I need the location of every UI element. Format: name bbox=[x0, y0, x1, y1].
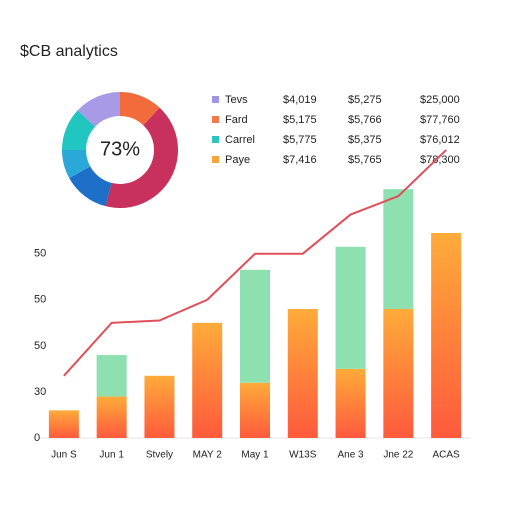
bar bbox=[431, 232, 462, 438]
table-cell: Tevs bbox=[225, 94, 248, 106]
legend-swatch bbox=[212, 156, 219, 163]
table-cell: $5,775 bbox=[283, 134, 317, 146]
x-tick-label: W13S bbox=[289, 450, 317, 461]
legend-swatch bbox=[212, 96, 219, 103]
bar bbox=[335, 368, 366, 438]
bar bbox=[287, 308, 318, 438]
table-cell: Paye bbox=[225, 154, 250, 166]
table-cell: $25,000 bbox=[420, 94, 460, 106]
bar bbox=[383, 189, 414, 309]
donut-segment bbox=[120, 92, 160, 126]
table-cell: $78,300 bbox=[420, 154, 460, 166]
y-tick-label: 0 bbox=[34, 432, 40, 444]
donut-segment bbox=[77, 92, 120, 127]
bar bbox=[240, 382, 270, 438]
x-tick-label: Jun 1 bbox=[99, 450, 124, 461]
bar bbox=[240, 269, 270, 383]
x-tick-label: MAY 2 bbox=[193, 450, 223, 461]
bar bbox=[48, 410, 79, 438]
title: $CB analytics bbox=[20, 43, 118, 60]
donut-segment bbox=[62, 110, 96, 150]
bar bbox=[192, 322, 223, 438]
table-cell: Fard bbox=[225, 114, 248, 126]
x-tick-label: Jun S bbox=[51, 450, 77, 461]
table-cell: Carrel bbox=[225, 134, 255, 146]
x-tick-label: Stvely bbox=[146, 450, 173, 461]
x-tick-label: May 1 bbox=[241, 450, 269, 461]
bar bbox=[335, 246, 366, 369]
table-cell: $5,765 bbox=[348, 154, 382, 166]
table-cell: $7,416 bbox=[283, 154, 317, 166]
x-tick-label: Jne 22 bbox=[383, 450, 413, 461]
table-cell: $5,766 bbox=[348, 114, 382, 126]
table-cell: $5,175 bbox=[283, 114, 317, 126]
x-tick-label: ACAS bbox=[432, 450, 460, 461]
legend-swatch bbox=[212, 116, 219, 123]
bar bbox=[96, 355, 127, 397]
x-tick-label: Ane 3 bbox=[337, 450, 364, 461]
bar bbox=[383, 308, 414, 438]
bar bbox=[144, 375, 175, 438]
donut-segment bbox=[105, 107, 178, 208]
table-cell: $76,012 bbox=[420, 134, 460, 146]
line bbox=[63, 149, 447, 377]
table-cell: $77,760 bbox=[420, 114, 460, 126]
table-cell: $4,019 bbox=[283, 94, 317, 106]
legend-swatch bbox=[212, 136, 219, 143]
table-cell: $5,275 bbox=[348, 94, 382, 106]
donut-segment bbox=[69, 166, 112, 207]
donut-center-label: 73% bbox=[100, 138, 140, 160]
donut-segment bbox=[61, 150, 91, 178]
table-cell: $5,375 bbox=[348, 134, 382, 146]
bar bbox=[96, 396, 127, 438]
